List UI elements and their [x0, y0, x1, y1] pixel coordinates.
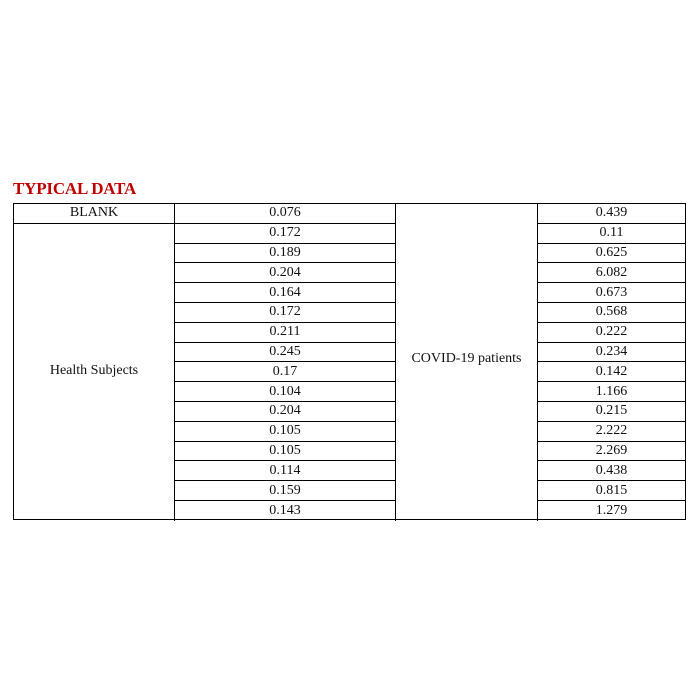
covid-value-cell: 0.438 — [537, 461, 685, 482]
covid-value-cell: 2.269 — [537, 441, 685, 462]
covid-value-cell: 0.625 — [537, 243, 685, 264]
healthy-value-cell: 0.172 — [174, 223, 396, 244]
healthy-value-cell: 0.143 — [174, 501, 396, 521]
covid-value-cell: 0.215 — [537, 402, 685, 422]
healthy-value-cell: 0.211 — [174, 322, 396, 343]
healthy-value-cell: 0.104 — [174, 382, 396, 402]
typical-data-table: BLANK Health Subjects COVID-19 patients … — [13, 203, 686, 521]
healthy-label-cell: Health Subjects — [49, 362, 139, 378]
healthy-value-cell: 0.114 — [174, 461, 396, 482]
covid-value-cell: 1.279 — [537, 501, 685, 521]
covid-value-cell: 0.568 — [537, 303, 685, 323]
covid-value-cell: 0.673 — [537, 283, 685, 303]
covid-label-cell: COVID-19 patients — [411, 351, 522, 366]
healthy-value-cell: 0.105 — [174, 421, 396, 442]
covid-value-cell: 0.815 — [537, 481, 685, 501]
healthy-value-cell: 0.245 — [174, 342, 396, 363]
healthy-value-cell: 0.105 — [174, 441, 396, 462]
healthy-value-cell: 0.172 — [174, 303, 396, 323]
blank-value-cell: 0.076 — [174, 204, 396, 224]
section-title: TYPICAL DATA — [13, 179, 137, 198]
covid-value-cell: 6.082 — [537, 263, 685, 284]
healthy-value-cell: 0.204 — [174, 402, 396, 422]
covid-value-cell: 0.11 — [537, 223, 685, 244]
covid-value-cell: 0.142 — [537, 362, 685, 383]
healthy-value-cell: 0.164 — [174, 283, 396, 303]
healthy-value-cell: 0.159 — [174, 481, 396, 501]
healthy-value-cell: 0.204 — [174, 263, 396, 284]
covid-value-cell: 0.439 — [537, 204, 685, 224]
covid-value-cell: 2.222 — [537, 421, 685, 442]
covid-value-cell: 0.234 — [537, 342, 685, 363]
covid-value-cell: 0.222 — [537, 322, 685, 343]
covid-value-cell: 1.166 — [537, 382, 685, 402]
healthy-value-cell: 0.189 — [174, 243, 396, 264]
healthy-value-cell: 0.17 — [174, 362, 396, 383]
blank-label-cell: BLANK — [14, 204, 174, 224]
